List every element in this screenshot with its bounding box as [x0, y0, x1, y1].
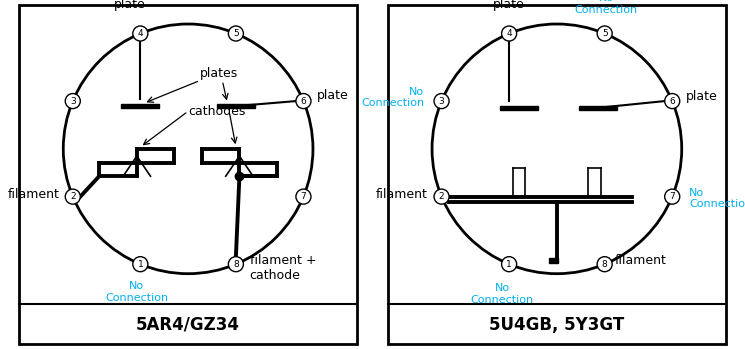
- Text: 3: 3: [439, 97, 445, 106]
- Circle shape: [434, 94, 449, 109]
- Text: 4: 4: [507, 29, 512, 38]
- Circle shape: [229, 26, 244, 41]
- Text: 1: 1: [507, 260, 512, 269]
- Text: 5U4GB, 5Y3GT: 5U4GB, 5Y3GT: [489, 316, 624, 334]
- Text: plates: plates: [200, 67, 238, 81]
- Bar: [501, 106, 538, 110]
- Circle shape: [66, 189, 80, 204]
- Text: 6: 6: [300, 97, 306, 106]
- Text: plate: plate: [686, 90, 717, 103]
- Circle shape: [501, 26, 516, 41]
- Bar: [579, 106, 617, 110]
- Text: plate: plate: [114, 0, 146, 11]
- Text: filament: filament: [376, 188, 428, 201]
- Text: No
Connection: No Connection: [105, 281, 168, 303]
- Text: filament: filament: [615, 254, 667, 267]
- FancyBboxPatch shape: [19, 5, 358, 344]
- Circle shape: [66, 94, 80, 109]
- Circle shape: [597, 257, 612, 272]
- Bar: [121, 104, 159, 108]
- Text: 5: 5: [233, 29, 238, 38]
- Text: No
Connection: No Connection: [361, 87, 425, 109]
- Circle shape: [434, 189, 449, 204]
- Bar: [549, 258, 557, 263]
- Text: 6: 6: [669, 97, 675, 106]
- Circle shape: [133, 26, 148, 41]
- Text: plate: plate: [317, 89, 349, 103]
- Text: 8: 8: [602, 260, 607, 269]
- Bar: [137, 258, 144, 263]
- FancyBboxPatch shape: [387, 5, 726, 344]
- Text: 7: 7: [669, 192, 675, 201]
- Circle shape: [296, 94, 311, 109]
- Text: 8: 8: [233, 260, 238, 269]
- Circle shape: [501, 257, 516, 272]
- Text: No
Connection: No Connection: [689, 187, 745, 209]
- Circle shape: [597, 26, 612, 41]
- Text: 7: 7: [300, 192, 306, 201]
- Text: 4: 4: [138, 29, 143, 38]
- Text: 1: 1: [138, 260, 143, 269]
- Text: 2: 2: [439, 192, 444, 201]
- Circle shape: [133, 257, 148, 272]
- Text: No
Connection: No Connection: [471, 283, 534, 305]
- Text: filament +
cathode: filament + cathode: [250, 254, 316, 282]
- Circle shape: [229, 257, 244, 272]
- Text: plate: plate: [493, 0, 525, 11]
- Text: 5AR4/GZ34: 5AR4/GZ34: [136, 316, 240, 334]
- Circle shape: [665, 189, 679, 204]
- Circle shape: [665, 94, 679, 109]
- Text: cathodes: cathodes: [188, 105, 246, 118]
- Text: 5: 5: [602, 29, 607, 38]
- Text: filament: filament: [7, 188, 59, 201]
- Circle shape: [296, 189, 311, 204]
- Text: 2: 2: [70, 192, 75, 201]
- Text: No
Connection: No Connection: [575, 0, 638, 15]
- Bar: [218, 104, 255, 108]
- Text: 3: 3: [70, 97, 76, 106]
